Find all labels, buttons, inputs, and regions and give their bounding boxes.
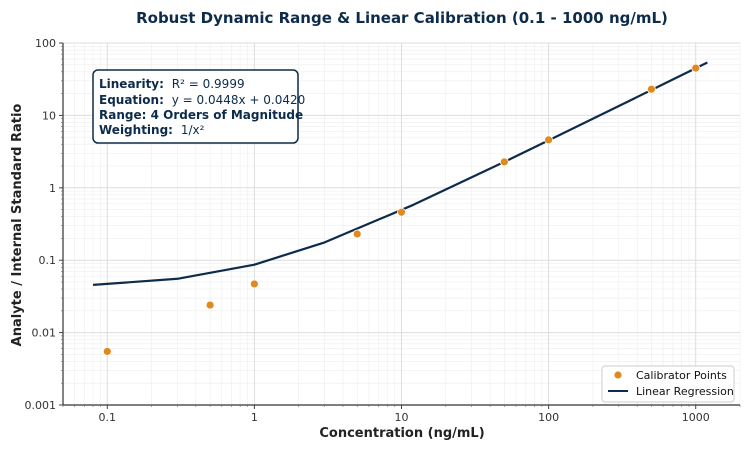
annotation-frame [92,69,299,144]
annotation-linearity-value: R² = 0.9999 [172,77,245,91]
legend-marker-calibrator [613,370,623,380]
y-axis-label: Analyte / Internal Standard Ratio [10,104,25,347]
annotation-equation-label: Equation: [99,93,164,107]
y-tick-label: 100 [35,37,56,50]
x-tick-label: 10 [395,411,409,424]
y-tick-label: 1 [49,182,56,195]
series-layer [92,61,708,356]
calibrator-point [205,300,215,310]
y-tick-label: 10 [42,109,56,122]
x-axis-label: Concentration (ng/mL) [319,426,484,441]
regression-line [92,61,708,286]
calibrator-point [544,135,554,145]
legend: Calibrator Points Linear Regression [601,365,735,403]
x-tick-label: 100 [538,411,559,424]
stats-annotation-box: Linearity: R² = 0.9999 Equation: y = 0.0… [92,69,305,144]
calibrator-point [249,279,259,289]
annotation-line-linearity: Linearity: R² = 0.9999 [99,77,245,91]
annotation-equation-value: y = 0.0448x + 0.0420 [172,93,306,107]
x-tick-label: 0.1 [99,411,117,424]
calibrator-point [397,207,406,217]
annotation-line-range: Range: 4 Orders of Magnitude [99,108,303,122]
calibrator-point [647,84,656,94]
y-tick-label: 0.01 [32,327,57,340]
x-ticks: 0.1 1 10 100 1000 [62,405,741,424]
calibrator-point [352,229,362,239]
chart-title: Robust Dynamic Range & Linear Calibratio… [136,9,668,27]
y-tick-label: 0.1 [39,254,57,267]
x-tick-label: 1 [251,411,258,424]
legend-frame [601,365,735,403]
major-grid [63,42,740,406]
y-ticks: 0.001 0.01 0.1 1 10 100 [25,37,63,412]
calibrator-point [499,157,509,167]
annotation-weighting-value: 1/x² [181,123,205,137]
x-tick-label: 1000 [682,411,710,424]
annotation-linearity-label: Linearity: [99,77,164,91]
calibrator-point [691,63,701,73]
y-tick-label: 0.001 [25,399,57,412]
annotation-line-weighting: Weighting: 1/x² [99,123,205,137]
annotation-line-equation: Equation: y = 0.0448x + 0.0420 [99,93,305,107]
calibrator-point [102,346,112,356]
annotation-weighting-label: Weighting: [99,123,173,137]
legend-label-regression: Linear Regression [636,385,734,398]
legend-label-calibrator: Calibrator Points [636,369,727,382]
